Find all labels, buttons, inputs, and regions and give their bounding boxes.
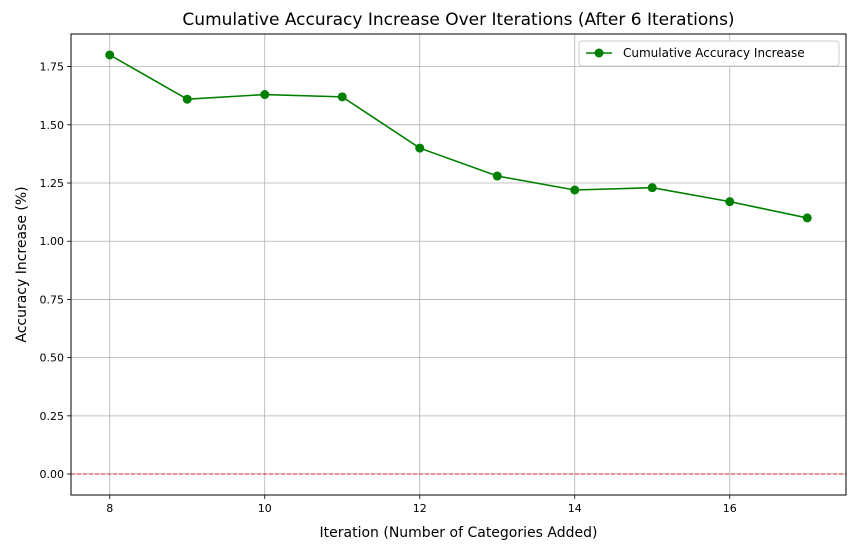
data-point: [337, 92, 347, 102]
legend-marker-swatch: [594, 48, 604, 58]
data-point: [182, 94, 192, 104]
series-line: [109, 54, 808, 219]
y-axis-label: Accuracy Increase (%): [14, 186, 30, 342]
data-point: [802, 213, 812, 223]
data-point: [105, 50, 115, 60]
legend-box: [578, 40, 840, 67]
y-axis-ticks: 0.00 0.25 0.50 0.75 1.00 1.25 1.50 1.75: [40, 61, 71, 481]
x-axis-ticks: 8 10 12 14 16: [106, 495, 737, 515]
data-point: [725, 197, 735, 207]
data-point: [492, 171, 502, 181]
y-tick-label: 0.00: [40, 468, 65, 481]
plot-frame: [70, 33, 847, 496]
y-tick-label: 0.50: [40, 352, 65, 365]
y-tick-label: 0.25: [40, 410, 65, 423]
y-tick-label: 1.25: [40, 177, 65, 190]
x-tick-label: 12: [413, 502, 427, 515]
chart-title: Cumulative Accuracy Increase Over Iterat…: [182, 10, 734, 30]
y-tick-label: 1.00: [40, 235, 65, 248]
y-tick-label: 0.75: [40, 293, 65, 306]
x-tick-label: 10: [258, 502, 272, 515]
y-tick-label: 1.75: [40, 61, 65, 74]
data-point: [260, 90, 270, 100]
series-group: [105, 50, 812, 223]
y-tick-label: 1.50: [40, 119, 65, 132]
legend-entry-label: Cumulative Accuracy Increase: [623, 46, 805, 60]
data-point: [647, 183, 657, 193]
x-tick-label: 16: [723, 502, 737, 515]
x-tick-label: 8: [106, 502, 113, 515]
data-point: [415, 143, 425, 153]
legend: Cumulative Accuracy Increase: [578, 40, 840, 67]
data-point: [570, 185, 580, 195]
x-tick-label: 14: [568, 502, 582, 515]
x-axis-label: Iteration (Number of Categories Added): [320, 525, 598, 541]
